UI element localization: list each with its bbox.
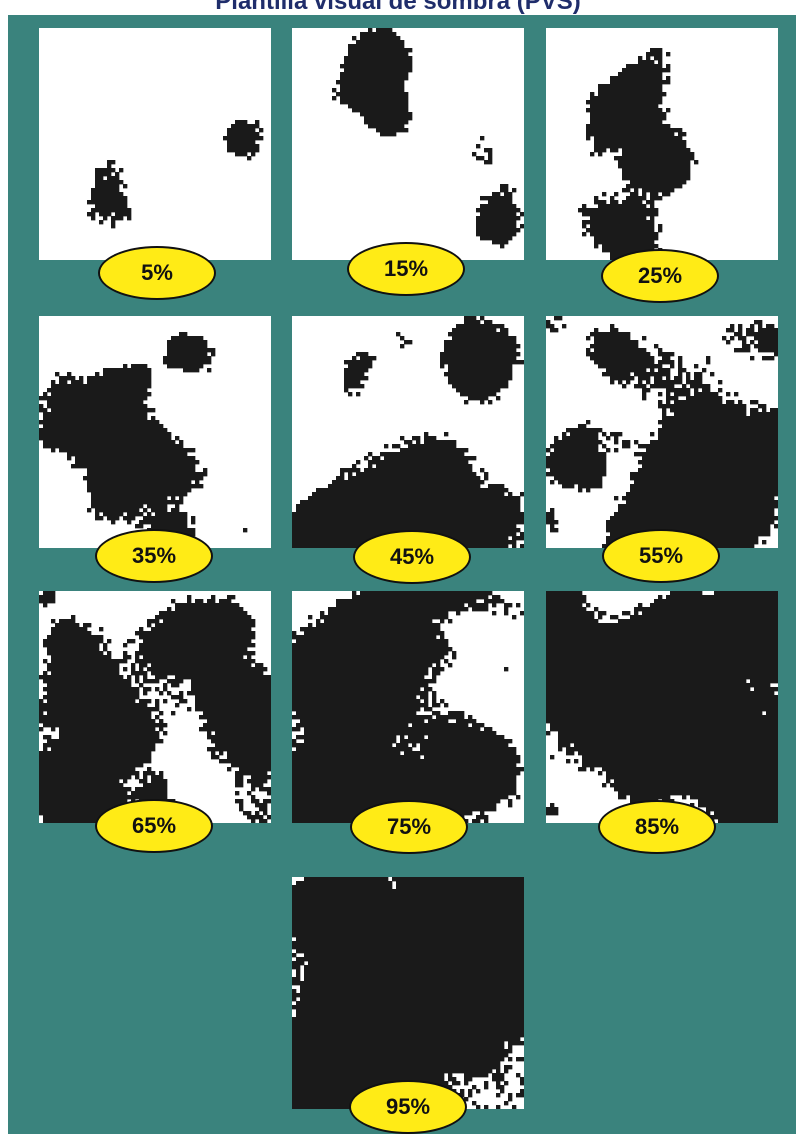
canopy-shape: [292, 877, 524, 1109]
canopy-silhouette: [292, 316, 524, 548]
canopy-photo-5: [292, 316, 524, 548]
canopy-shape: [578, 48, 699, 260]
shade-percent-badge: 85%: [598, 800, 716, 854]
canopy-photo-6: [546, 316, 778, 548]
shade-percent-badge: 95%: [349, 1080, 467, 1134]
canopy-silhouette: [292, 877, 524, 1109]
canopy-photo-1: [39, 28, 271, 260]
canopy-photo-3: [546, 28, 778, 260]
shade-percent-badge: 5%: [98, 246, 216, 300]
canopy-silhouette: [87, 120, 264, 229]
canopy-shape: [292, 316, 524, 548]
shade-percent-badge: 35%: [95, 529, 213, 583]
canopy-silhouette: [546, 591, 778, 823]
shade-percent-badge: 45%: [353, 530, 471, 584]
canopy-photo-9: [546, 591, 778, 823]
canopy-silhouette: [39, 591, 271, 823]
canopy-silhouette: [546, 316, 778, 548]
canopy-silhouette: [39, 332, 248, 548]
canopy-shape: [546, 591, 778, 823]
canopy-shape: [39, 332, 248, 548]
shade-percent-badge: 75%: [350, 800, 468, 854]
canopy-photo-7: [39, 591, 271, 823]
canopy-silhouette: [292, 591, 524, 823]
canopy-silhouette: [578, 48, 699, 260]
canopy-shape: [546, 316, 778, 548]
canopy-shape: [87, 120, 264, 229]
canopy-photo-10: [292, 877, 524, 1109]
canopy-shape: [332, 28, 524, 249]
shade-percent-badge: 65%: [95, 799, 213, 853]
shade-percent-badge: 55%: [602, 529, 720, 583]
canopy-silhouette: [332, 28, 524, 249]
canopy-shape: [292, 591, 524, 823]
shade-percent-badge: 15%: [347, 242, 465, 296]
canopy-photo-4: [39, 316, 271, 548]
canopy-photo-8: [292, 591, 524, 823]
shade-panel-board: 5% 15% 25% 35% 45% 55% 65% 75% 85% 95%: [8, 15, 796, 1134]
canopy-shape: [39, 591, 271, 823]
shade-percent-badge: 25%: [601, 249, 719, 303]
canopy-photo-2: [292, 28, 524, 260]
page-title: Plantilla visual de sombra (PVS): [215, 0, 581, 15]
